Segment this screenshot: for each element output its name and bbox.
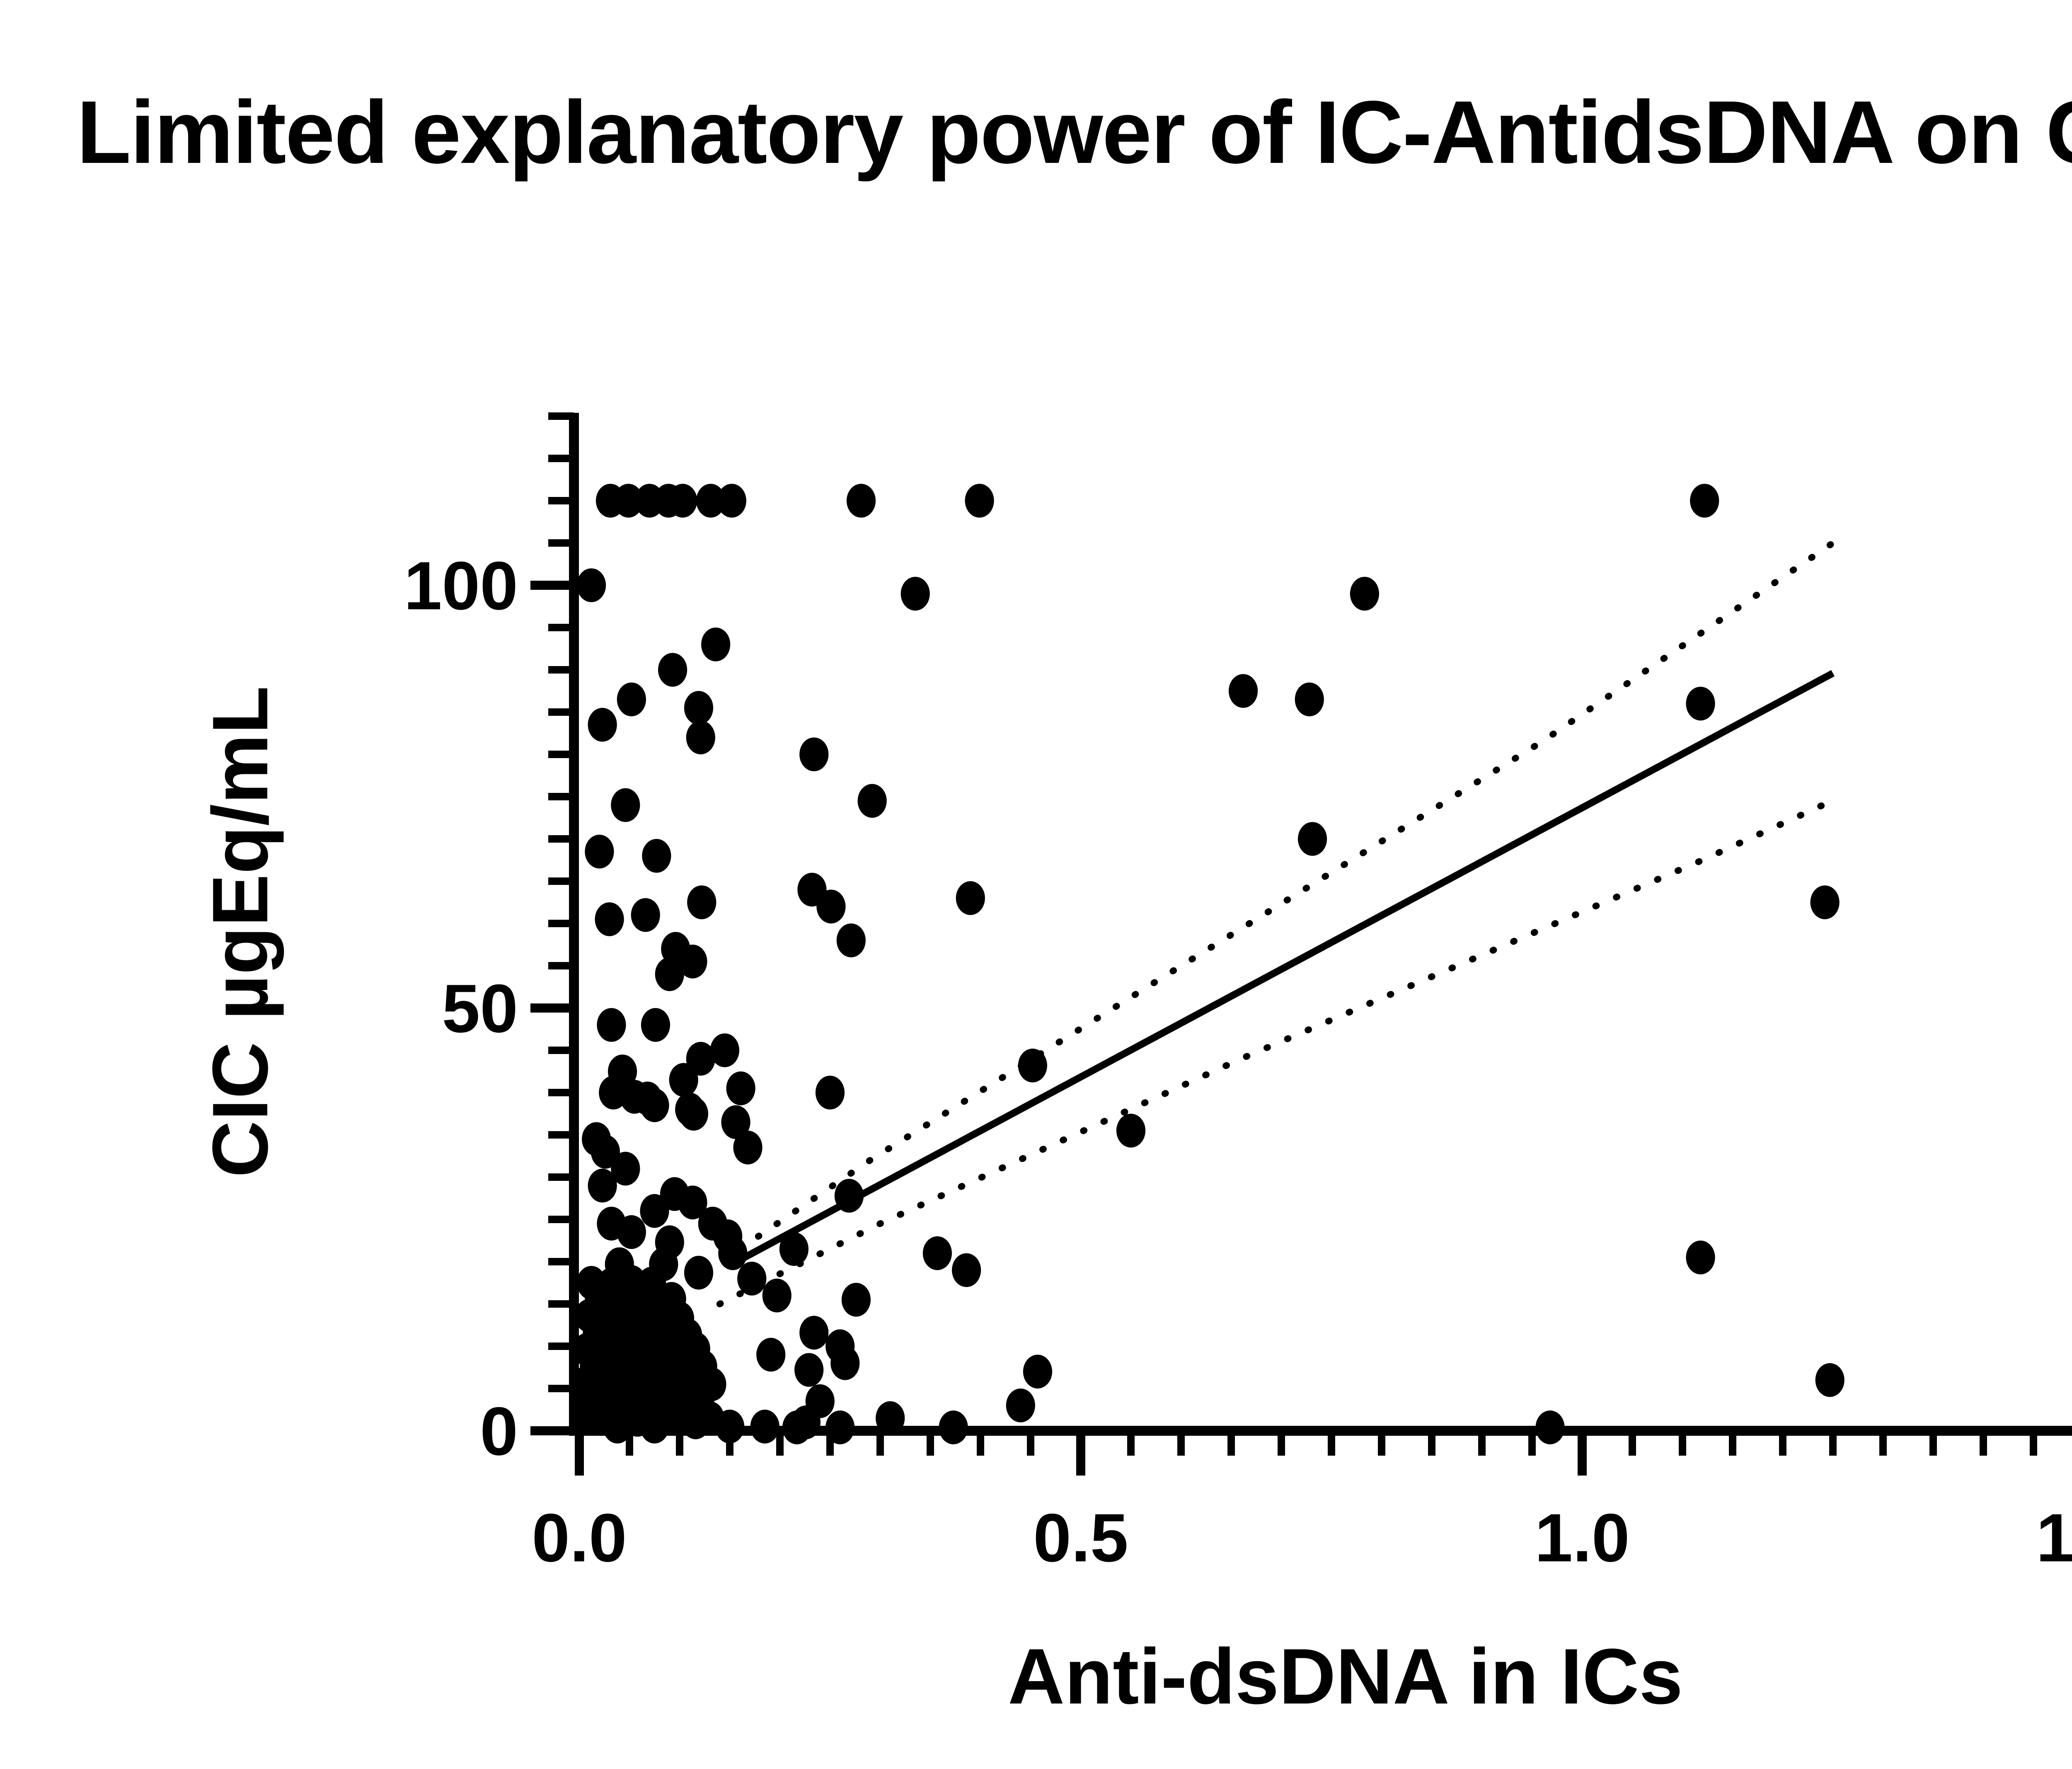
- data-point: [1686, 686, 1715, 721]
- x-tick-label: 1.0: [1535, 1500, 1629, 1576]
- data-point: [641, 1008, 670, 1042]
- data-point: [637, 1267, 666, 1301]
- data-point: [576, 568, 606, 602]
- data-point: [588, 708, 617, 742]
- data-point: [617, 682, 646, 717]
- y-tick-label: 100: [404, 548, 518, 624]
- data-point: [737, 1262, 767, 1296]
- data-point: [687, 885, 716, 919]
- data-point: [684, 1255, 714, 1290]
- data-point: [611, 1151, 640, 1186]
- data-point: [816, 889, 846, 923]
- data-point: [1295, 682, 1324, 717]
- data-point: [836, 923, 866, 957]
- data-point: [585, 834, 614, 869]
- data-point: [1023, 1355, 1053, 1389]
- axis-ticks: [530, 412, 2037, 1476]
- data-point: [678, 945, 707, 979]
- data-point: [679, 1097, 708, 1131]
- data-point: [617, 1215, 646, 1249]
- data-point: [1297, 822, 1327, 856]
- data-point: [939, 1410, 968, 1444]
- data-point: [686, 1042, 715, 1076]
- data-point: [717, 484, 746, 518]
- data-point: [952, 1253, 981, 1287]
- data-point: [1815, 1363, 1844, 1397]
- data-point: [857, 784, 887, 818]
- data-point: [841, 1283, 871, 1317]
- data-point: [631, 898, 660, 932]
- data-point: [799, 737, 829, 771]
- data-point: [726, 1071, 755, 1105]
- data-point: [956, 881, 985, 915]
- data-point: [965, 484, 994, 518]
- data-point: [1810, 885, 1840, 919]
- data-point: [655, 957, 684, 991]
- x-tick-label: 0.5: [1033, 1500, 1128, 1576]
- data-point: [1228, 674, 1258, 708]
- x-tick-label: 1.5: [2036, 1500, 2072, 1576]
- data-point: [668, 484, 697, 518]
- data-point: [1690, 484, 1719, 518]
- data-point: [900, 577, 930, 611]
- data-point: [799, 1316, 829, 1350]
- data-point: [710, 1033, 739, 1067]
- data-point: [815, 1076, 845, 1110]
- data-point: [658, 653, 687, 687]
- data-point: [588, 1168, 617, 1203]
- data-point: [1116, 1114, 1146, 1148]
- x-axis-label: Anti-dsDNA in ICs: [1008, 1633, 1683, 1721]
- data-point: [1018, 1048, 1047, 1083]
- axis-tick-labels: 0 50 100 0.0 0.5 1.0 1.5: [404, 548, 2072, 1576]
- data-point: [1535, 1410, 1565, 1444]
- regression-line: [738, 670, 1835, 1263]
- data-point: [614, 484, 643, 518]
- figure-title: Limited explanatory power of IC-AntidsDN…: [77, 82, 2072, 182]
- data-point: [750, 1410, 779, 1444]
- data-point: [779, 1232, 808, 1266]
- data-point: [684, 691, 714, 725]
- y-axis-label: CIC µgEq/mL: [196, 686, 284, 1178]
- data-point: [686, 720, 715, 754]
- data-point: [1350, 577, 1379, 611]
- data-point: [611, 788, 640, 822]
- data-point: [876, 1401, 905, 1435]
- data-point: [591, 1135, 620, 1169]
- data-point: [640, 1194, 669, 1228]
- data-point: [642, 839, 671, 873]
- data-point: [846, 484, 876, 518]
- data-point: [701, 628, 731, 662]
- data-point: [669, 1063, 698, 1097]
- data-point: [830, 1346, 860, 1380]
- data-points: [570, 484, 1844, 1444]
- data-point: [794, 1353, 824, 1387]
- data-point: [922, 1236, 952, 1270]
- data-point: [678, 1185, 707, 1219]
- data-point: [825, 1410, 855, 1444]
- data-point: [721, 1105, 750, 1139]
- data-point: [834, 1179, 864, 1213]
- x-tick-label: 0.0: [532, 1500, 627, 1576]
- data-point: [718, 1236, 748, 1270]
- ci-lower-line: [716, 802, 1826, 1307]
- y-tick-label: 50: [442, 970, 518, 1047]
- data-point: [595, 902, 624, 936]
- data-point: [733, 1130, 762, 1165]
- data-point: [791, 1405, 821, 1439]
- ci-upper-line: [736, 540, 1836, 1253]
- data-point: [640, 1088, 669, 1122]
- y-tick-label: 0: [480, 1393, 518, 1469]
- data-point: [756, 1338, 786, 1372]
- data-point: [696, 484, 726, 518]
- data-point: [762, 1278, 792, 1313]
- data-point: [1006, 1389, 1035, 1422]
- data-point: [597, 1008, 626, 1042]
- data-point: [1686, 1241, 1715, 1275]
